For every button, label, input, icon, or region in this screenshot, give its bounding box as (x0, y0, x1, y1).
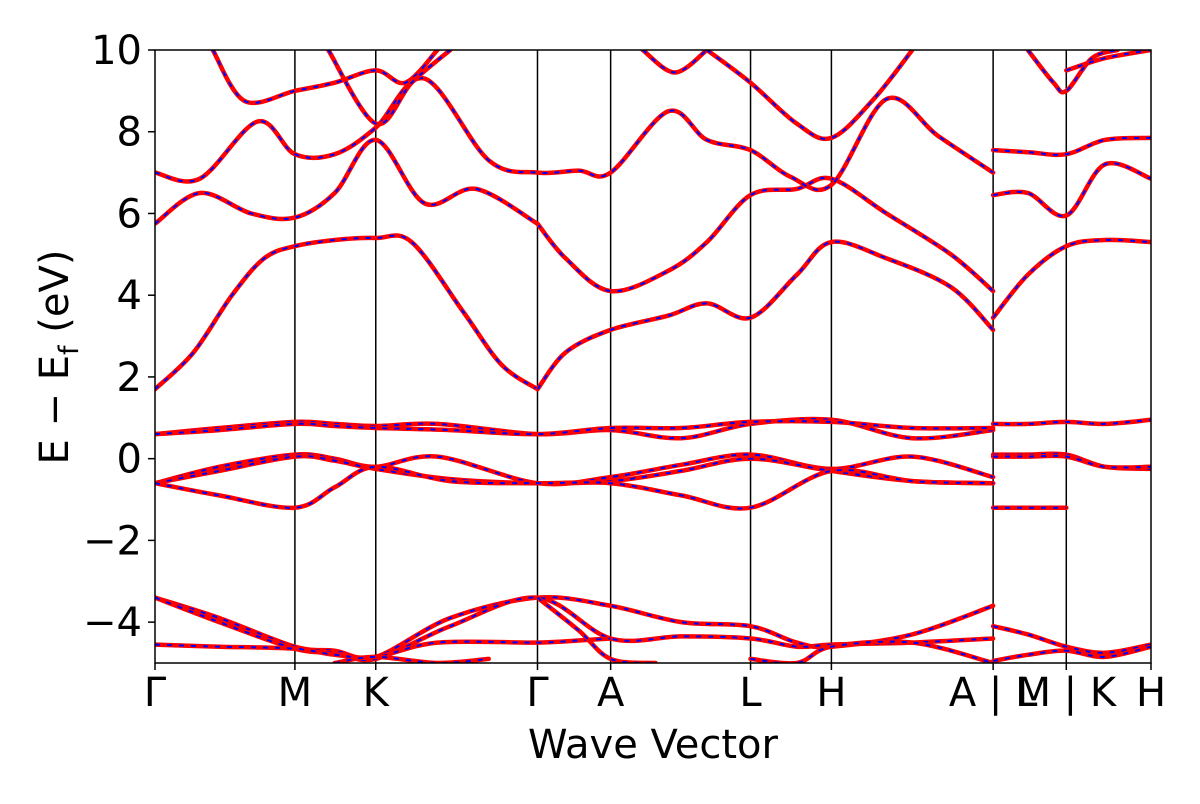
y-axis-label-main: E − E (32, 355, 78, 465)
band-line-19 (748, 639, 996, 663)
x-tick-label: Γ (144, 670, 167, 716)
y-axis: −4 −2 0 2 4 6 8 10 (83, 28, 155, 646)
band-line-dashed-24 (1066, 50, 1151, 72)
y-axis-label-subscript: f (54, 344, 85, 355)
band-line-dashed-29 (992, 625, 1151, 654)
band-line-dashed-6 (327, 50, 451, 126)
band-line-dashed-0 (155, 234, 539, 391)
y-tick-label: −4 (83, 600, 142, 646)
band-line-dashed-4 (155, 77, 994, 191)
y-axis-label: E − Ef (eV) (32, 250, 85, 465)
band-line-dashed-5 (211, 50, 439, 104)
x-tick-label: H (1136, 670, 1166, 716)
band-line-13 (155, 464, 996, 511)
band-line-dashed-20 (993, 136, 1151, 156)
band-line-dashed-27 (993, 454, 1151, 469)
plot-background (155, 50, 1151, 663)
y-tick-label: 10 (91, 28, 142, 74)
band-line-dashed-18 (334, 655, 489, 663)
band-line-10 (155, 418, 996, 437)
x-axis: Γ M K Γ A L H A | LM | K H (144, 663, 1166, 716)
band-line-dashed-23 (1027, 50, 1118, 94)
x-tick-label: Γ (526, 670, 549, 716)
x-tick-label: M | K (1016, 670, 1117, 716)
y-axis-label-unit: (eV) (32, 250, 78, 346)
band-line-dashed-3 (155, 138, 538, 225)
x-tick-label: M (278, 670, 313, 716)
y-tick-label: −2 (83, 518, 142, 564)
x-tick-label: A (597, 670, 625, 716)
band-lines (155, 50, 1151, 663)
band-line-dashed-1 (536, 240, 994, 390)
plot-frame (154, 49, 1152, 664)
x-tick-label: L (739, 670, 762, 716)
band-line-2 (535, 175, 996, 294)
x-tick-label: K (363, 670, 391, 716)
y-tick-label: 6 (117, 191, 142, 237)
band-line-dashed-8 (706, 50, 914, 140)
band-line-dashed-25 (993, 418, 1151, 426)
band-line-dashed-16 (155, 637, 611, 659)
y-tick-label: 4 (117, 273, 142, 319)
y-tick-label: 8 (117, 110, 142, 156)
x-tick-label: A | L (949, 670, 1038, 716)
y-tick-label: 0 (117, 437, 142, 483)
x-tick-label: H (816, 670, 846, 716)
band-line-dashed-22 (992, 238, 1151, 319)
y-tick-label: 2 (117, 355, 142, 401)
band-line-dashed-30 (992, 645, 1151, 662)
band-line-dashed-21 (992, 162, 1151, 218)
band-line-dashed-7 (642, 50, 708, 74)
x-axis-label: Wave Vector (528, 722, 779, 768)
